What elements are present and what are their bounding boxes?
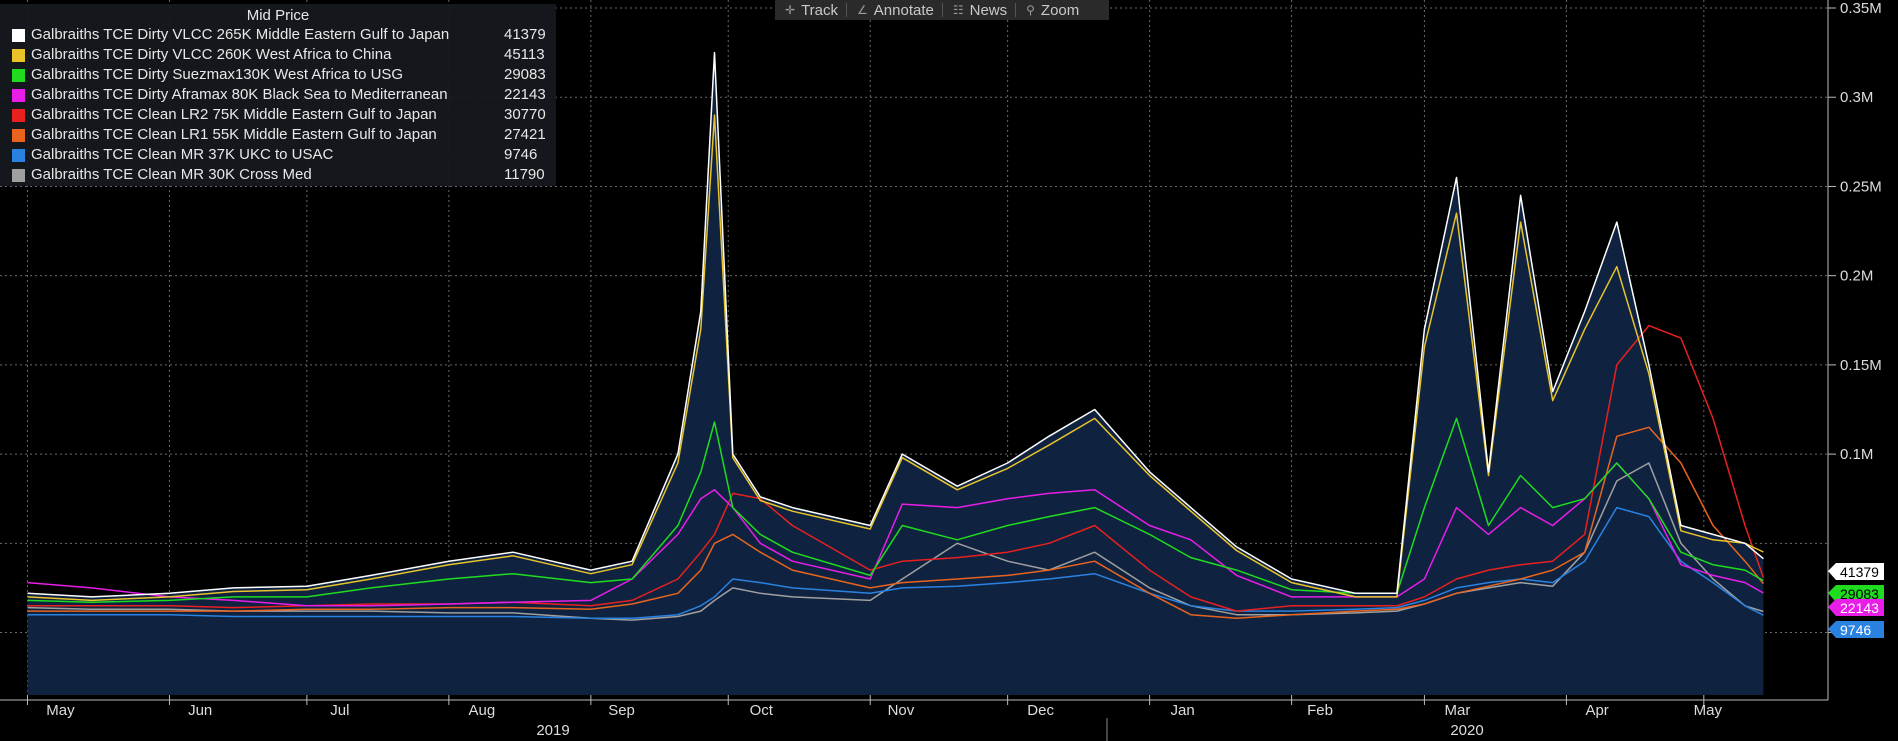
x-tick-label: Apr	[1585, 702, 1608, 719]
news-icon: ☷	[952, 3, 964, 17]
last-value-text: 29083	[1840, 586, 1879, 602]
chart-legend: Mid Price Galbraiths TCE Dirty VLCC 265K…	[0, 4, 556, 186]
x-tick-label: Feb	[1307, 702, 1333, 719]
legend-value: 11790	[504, 166, 545, 183]
last-value-text: 9746	[1840, 622, 1871, 638]
legend-label: Galbraiths TCE Dirty VLCC 260K West Afri…	[31, 46, 392, 63]
legend-value: 9746	[504, 146, 538, 163]
series-line[interactable]	[27, 114, 1764, 602]
crosshair-icon: ✛	[785, 3, 796, 17]
x-tick-label: Jan	[1171, 702, 1195, 719]
legend-title: Mid Price	[246, 7, 310, 24]
y-tick-label: 0.2M	[1840, 268, 1873, 285]
legend-swatch	[12, 29, 25, 42]
legend-item[interactable]: Galbraiths TCE Dirty VLCC 265K Middle Ea…	[0, 25, 556, 45]
zoom-button[interactable]: ⚲ Zoom	[1026, 2, 1079, 19]
legend-swatch	[12, 129, 25, 142]
last-value-tag	[1828, 585, 1884, 602]
last-value-tag	[1828, 563, 1884, 580]
legend-item[interactable]: Galbraiths TCE Clean MR 30K Cross Med 117…	[0, 165, 556, 185]
legend-label: Galbraiths TCE Dirty Suezmax130K West Af…	[31, 66, 404, 83]
legend-value: 45113	[504, 46, 545, 63]
series-line[interactable]	[27, 462, 1764, 621]
legend-item[interactable]: Galbraiths TCE Dirty Aframax 80K Black S…	[0, 85, 556, 105]
x-tick-label: Nov	[888, 702, 915, 719]
year-label: 2019	[536, 722, 569, 739]
news-label: News	[969, 1, 1008, 19]
x-tick-label: Aug	[468, 702, 495, 719]
legend-value: 41379	[504, 26, 546, 43]
legend-label: Galbraiths TCE Clean LR1 55K Middle East…	[31, 126, 437, 143]
x-tick-label: Jun	[188, 702, 212, 719]
series-line[interactable]	[27, 506, 1764, 620]
legend-value: 29083	[504, 66, 546, 83]
y-tick-label: 0.25M	[1840, 178, 1882, 195]
y-tick-label: 0.1M	[1840, 446, 1873, 463]
series-line[interactable]	[27, 51, 1764, 598]
series-line[interactable]	[27, 426, 1764, 620]
legend-swatch	[12, 109, 25, 122]
news-button[interactable]: ☷ News	[953, 2, 1007, 19]
y-tick-label: 0.3M	[1840, 89, 1873, 106]
last-value-text: 41379	[1840, 564, 1879, 580]
legend-label: Galbraiths TCE Dirty VLCC 265K Middle Ea…	[31, 26, 450, 43]
y-tick-label: 0.35M	[1840, 0, 1882, 17]
legend-item[interactable]: Galbraiths TCE Clean MR 37K UKC to USAC 9…	[0, 145, 556, 165]
legend-label: Galbraiths TCE Clean MR 37K UKC to USAC	[31, 146, 334, 163]
zoom-label: Zoom	[1040, 1, 1080, 19]
annotate-button[interactable]: ∠ Annotate	[857, 2, 934, 19]
legend-swatch	[12, 49, 25, 62]
toolbar-divider	[941, 3, 943, 17]
legend-item[interactable]: Galbraiths TCE Dirty VLCC 260K West Afri…	[0, 45, 556, 65]
area-fill	[27, 52, 1764, 696]
last-value-text: 22143	[1840, 600, 1879, 616]
legend-swatch	[12, 169, 25, 182]
legend-value: 30770	[504, 106, 546, 123]
annotate-label: Annotate	[873, 1, 934, 19]
year-label: 2020	[1450, 722, 1483, 739]
toolbar-divider	[1015, 3, 1017, 17]
x-tick-label: Jul	[330, 702, 349, 719]
legend-swatch	[12, 69, 25, 82]
last-value-tag	[1828, 599, 1884, 616]
toolbar-divider	[846, 3, 848, 17]
series-line[interactable]	[27, 417, 1764, 603]
legend-label: Galbraiths TCE Clean MR 30K Cross Med	[31, 166, 312, 183]
legend-value: 27421	[504, 126, 546, 143]
pencil-icon: ∠	[857, 3, 868, 17]
track-button[interactable]: ✛ Track	[785, 2, 838, 19]
series-lines	[27, 51, 1765, 621]
x-tick-label: Dec	[1027, 702, 1054, 719]
y-tick-label: 0.15M	[1840, 357, 1882, 374]
x-axis: May Jun Jul Aug Sep Oct Nov Dec Jan Feb Mar Apr May 2…	[0, 695, 1828, 741]
series-area	[27, 52, 1764, 696]
track-label: Track	[801, 1, 839, 19]
x-tick-label: Mar	[1444, 702, 1470, 719]
legend-value: 22143	[504, 86, 546, 103]
legend-item[interactable]: Galbraiths TCE Clean LR1 55K Middle East…	[0, 125, 556, 145]
legend-label: Galbraiths TCE Dirty Aframax 80K Black S…	[31, 86, 448, 103]
last-value-tag	[1828, 621, 1884, 638]
series-line[interactable]	[27, 462, 1764, 607]
magnifier-icon: ⚲	[1026, 3, 1035, 17]
chart-toolbar: ✛ Track ∠ Annotate ☷ News ⚲ Zoom	[775, 0, 1109, 20]
x-tick-label: May	[1694, 702, 1723, 719]
legend-item[interactable]: Galbraiths TCE Clean LR2 75K Middle East…	[0, 105, 556, 125]
legend-label: Galbraiths TCE Clean LR2 75K Middle East…	[31, 106, 437, 123]
x-tick-label: May	[46, 702, 75, 719]
x-tick-label: Sep	[608, 702, 635, 719]
legend-swatch	[12, 149, 25, 162]
legend-swatch	[12, 89, 25, 102]
x-tick-label: Oct	[750, 702, 774, 719]
legend-item[interactable]: Galbraiths TCE Dirty Suezmax130K West Af…	[0, 65, 556, 85]
